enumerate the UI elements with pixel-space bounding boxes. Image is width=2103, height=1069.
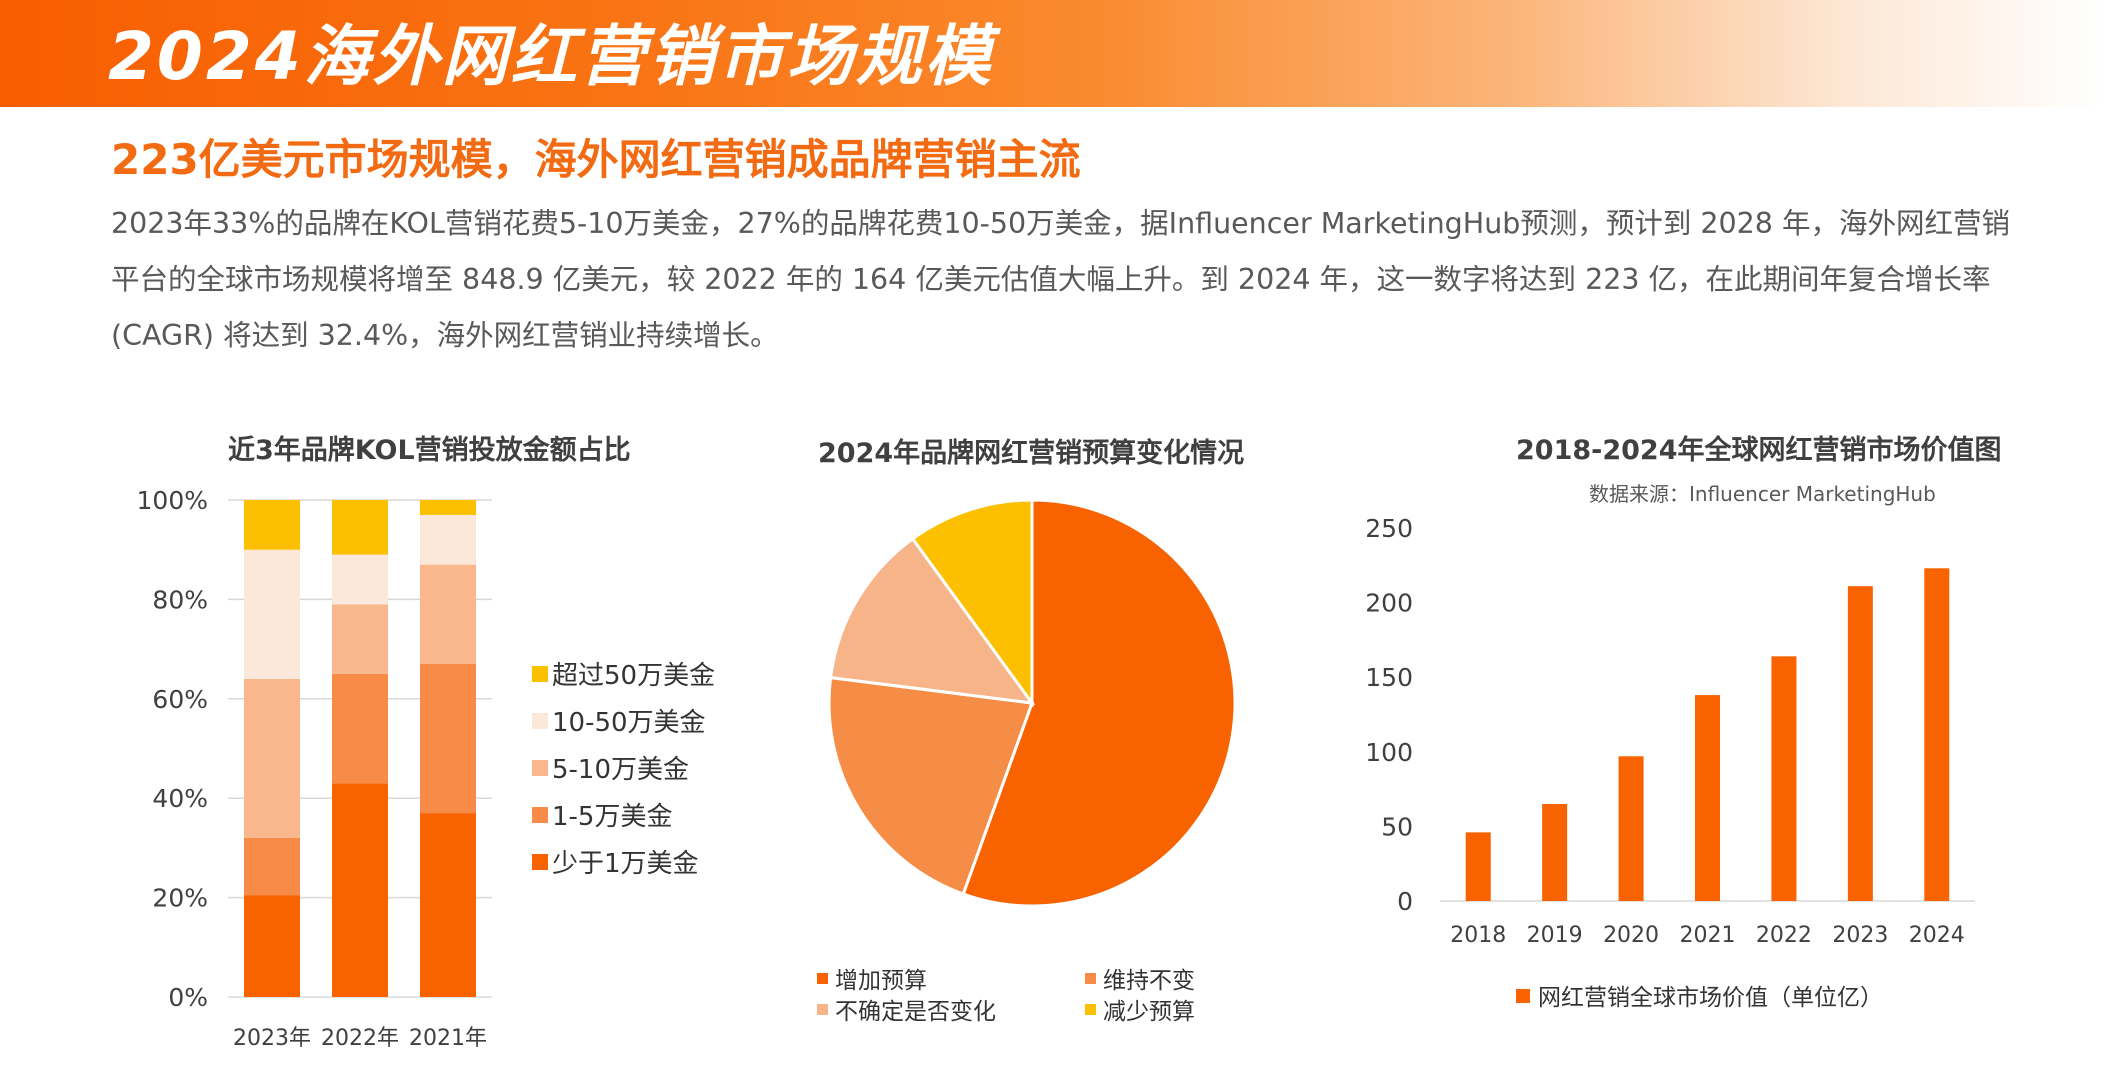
legend-swatch — [532, 713, 548, 729]
y-tick-label: 50 — [1381, 812, 1413, 841]
bar — [1847, 586, 1873, 901]
stacked-bar-segment — [332, 554, 388, 605]
y-tick-label: 200 — [1365, 589, 1413, 618]
bar — [1924, 568, 1950, 901]
stacked-bar-segment — [420, 564, 476, 665]
legend-label: 超过50万美金 — [552, 661, 715, 691]
legend-swatch — [1085, 1004, 1096, 1015]
y-tick-label: 100% — [137, 486, 208, 515]
y-tick-label: 0 — [1397, 887, 1413, 916]
x-tick-label: 2021年 — [409, 1026, 487, 1051]
stacked-bar-segment — [420, 500, 476, 515]
y-tick-label: 60% — [152, 685, 208, 714]
y-tick-label: 100 — [1365, 738, 1413, 767]
stacked-bar-segment — [332, 673, 388, 784]
legend-label: 少于1万美金 — [552, 849, 699, 879]
stacked-bar-segment — [244, 895, 300, 997]
legend-swatch — [532, 666, 548, 682]
legend-label: 减少预算 — [1103, 999, 1195, 1025]
legend-swatch — [532, 760, 548, 776]
x-tick-label: 2024 — [1909, 923, 1965, 948]
x-tick-label: 2020 — [1603, 923, 1659, 948]
stacked-bar-segment — [244, 678, 300, 838]
stacked-bar-segment — [244, 500, 300, 550]
legend-label: 网红营销全球市场价值（单位亿） — [1538, 985, 1883, 1011]
stacked-bar-segment — [420, 664, 476, 814]
x-tick-label: 2022年 — [321, 1026, 399, 1051]
legend-swatch — [817, 973, 828, 984]
stacked-bar-segment — [332, 604, 388, 674]
bar-chart-title: 2018-2024年全球网红营销市场价值图 — [1516, 435, 2002, 466]
legend-swatch — [1516, 989, 1530, 1003]
legend-label: 5-10万美金 — [552, 755, 689, 785]
pie-slice — [910, 498, 1034, 708]
x-tick-label: 2019 — [1527, 923, 1583, 948]
pie-slice — [961, 498, 1237, 908]
stacked-bar-segment — [332, 783, 388, 997]
bar — [1771, 656, 1797, 901]
x-tick-label: 2023年 — [233, 1026, 311, 1051]
stacked-bar-segment — [332, 500, 388, 555]
legend-label: 10-50万美金 — [552, 708, 706, 738]
pie-slice — [827, 675, 1035, 896]
stacked-chart-title: 近3年品牌KOL营销投放金额占比 — [228, 435, 631, 466]
page-subtitle: 223亿美元市场规模，海外网红营销成品牌营销主流 — [111, 135, 1081, 184]
bar — [1542, 804, 1568, 901]
pie-chart-title: 2024年品牌网红营销预算变化情况 — [818, 438, 1245, 469]
bar-chart-source-note: 数据来源：Influencer MarketingHub — [1589, 482, 1936, 506]
y-tick-label: 150 — [1365, 663, 1413, 692]
stacked-bar-segment — [420, 514, 476, 565]
y-tick-label: 0% — [168, 983, 208, 1012]
bar — [1695, 695, 1720, 901]
x-tick-label: 2021 — [1680, 923, 1736, 948]
legend-label: 不确定是否变化 — [835, 999, 996, 1025]
bar — [1465, 832, 1491, 901]
intro-paragraph: 2023年33%的品牌在KOL营销花费5-10万美金，27%的品牌花费10-50… — [111, 207, 2010, 352]
stacked-bar-segment — [244, 837, 300, 896]
stacked-bar-segment — [420, 813, 476, 997]
y-tick-label: 20% — [152, 884, 208, 913]
legend-label: 1-5万美金 — [552, 802, 672, 832]
legend-label: 增加预算 — [835, 968, 927, 994]
legend-swatch — [1085, 973, 1096, 984]
x-tick-label: 2018 — [1450, 923, 1506, 948]
x-tick-label: 2023 — [1832, 923, 1888, 948]
pie-slice — [828, 536, 1036, 705]
stacked-bar-segment — [244, 549, 300, 679]
x-tick-label: 2022 — [1756, 923, 1812, 948]
header-banner: 2024海外网红营销市场规模 — [0, 0, 2103, 107]
y-tick-label: 40% — [152, 784, 208, 813]
bar — [1618, 756, 1644, 901]
y-tick-label: 250 — [1365, 514, 1413, 543]
legend-swatch — [532, 807, 548, 823]
y-tick-label: 80% — [152, 585, 208, 614]
legend-swatch — [532, 854, 548, 870]
legend-label: 维持不变 — [1103, 968, 1195, 994]
legend-swatch — [817, 1004, 828, 1015]
page-title: 2024海外网红营销市场规模 — [108, 18, 994, 95]
